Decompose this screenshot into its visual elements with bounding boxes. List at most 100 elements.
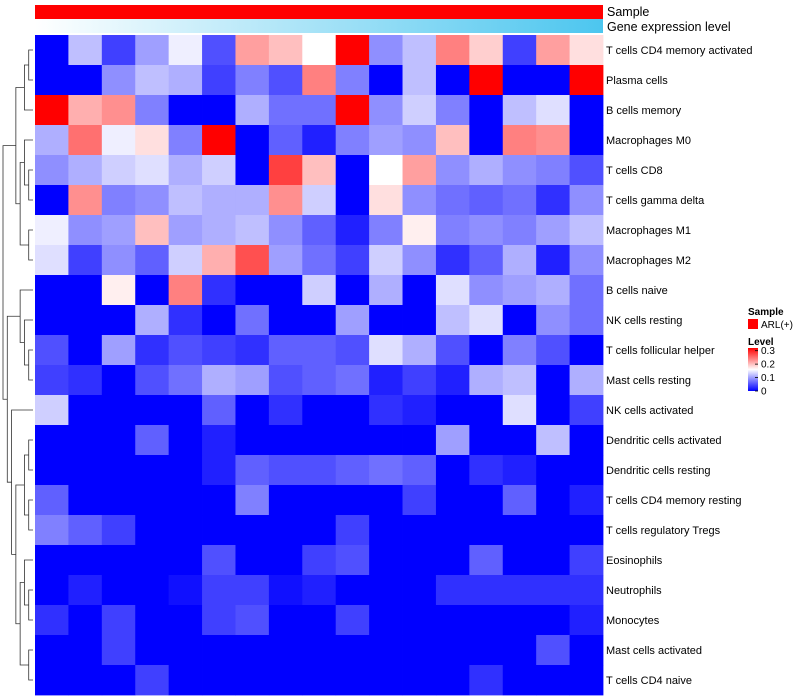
dendrogram-branch: [19, 582, 29, 666]
heatmap-cell: [302, 395, 337, 426]
heatmap-cell: [168, 605, 203, 636]
heatmap-cell: [68, 575, 103, 606]
heatmap-cell: [101, 515, 136, 546]
heatmap-cell: [168, 395, 203, 426]
legend-sample-swatch: [748, 319, 758, 329]
heatmap-cell: [168, 515, 203, 546]
heatmap-cell: [569, 155, 604, 186]
heatmap-cell: [135, 245, 170, 276]
heatmap-cell: [202, 245, 236, 276]
heatmap-cell: [202, 335, 236, 366]
heatmap-cell: [135, 395, 170, 426]
row-label: NK cells resting: [606, 315, 682, 327]
heatmap-cell: [302, 125, 337, 156]
legend-sample-entry: ARL(+): [761, 320, 793, 331]
heatmap-cell: [335, 95, 370, 126]
heatmap-cell: [402, 245, 437, 276]
heatmap-cell: [268, 35, 303, 66]
row-label: T cells CD4 memory activated: [606, 45, 753, 57]
heatmap-cell: [202, 605, 236, 636]
heatmap-cell: [202, 395, 236, 426]
legend-level-tick-label: 0.3: [761, 346, 775, 357]
heatmap-cell: [135, 635, 170, 666]
heatmap-cell: [135, 275, 170, 306]
heatmap-cell: [202, 635, 236, 666]
heatmap-cell: [302, 275, 337, 306]
dendrogram-branch: [28, 589, 33, 621]
heatmap-cell: [435, 305, 470, 336]
heatmap-cell: [435, 335, 470, 366]
row-label: Mast cells resting: [606, 375, 691, 387]
dendrogram-branch: [24, 139, 33, 186]
heatmap-cell: [135, 35, 170, 66]
heatmap-cell: [68, 365, 103, 396]
heatmap-cell: [569, 605, 604, 636]
heatmap-cell: [536, 395, 570, 426]
heatmap-cell: [235, 455, 270, 486]
heatmap-cell: [135, 605, 170, 636]
heatmap-cell: [35, 665, 69, 696]
heatmap-cell: [402, 485, 437, 516]
heatmap-cell: [101, 485, 136, 516]
heatmap-cell: [502, 485, 537, 516]
heatmap-cell: [35, 275, 69, 306]
heatmap-cell: [268, 425, 303, 456]
heatmap-cell: [502, 635, 537, 666]
heatmap-cell: [268, 455, 303, 486]
gene-expression-annotation-bar: [35, 19, 603, 33]
row-label: Eosinophils: [606, 555, 663, 567]
row-label: Macrophages M1: [606, 225, 691, 237]
heatmap-cell: [35, 485, 69, 516]
dendrogram-branch: [11, 409, 33, 555]
heatmap-cell: [569, 515, 604, 546]
heatmap-cell: [202, 155, 236, 186]
heatmap-cell: [335, 275, 370, 306]
heatmap-cell: [469, 485, 504, 516]
heatmap-cell: [268, 215, 303, 246]
sample-annotation-label: Sample: [607, 5, 649, 19]
heatmap-cell: [101, 605, 136, 636]
heatmap-cell: [469, 65, 504, 96]
heatmap-cell: [569, 125, 604, 156]
heatmap-cell: [536, 545, 570, 576]
heatmap-cell: [402, 305, 437, 336]
heatmap-cell: [536, 665, 570, 696]
heatmap-cell: [35, 365, 69, 396]
heatmap-cell: [168, 35, 203, 66]
row-label: Dendritic cells resting: [606, 465, 711, 477]
heatmap-cell: [569, 485, 604, 516]
heatmap-cell: [135, 215, 170, 246]
heatmap-cell: [335, 125, 370, 156]
heatmap-cell: [235, 65, 270, 96]
heatmap-cell: [235, 335, 270, 366]
dendrogram-branch: [28, 649, 33, 681]
legend-level-tick-label: 0: [761, 387, 767, 398]
heatmap-cell: [35, 35, 69, 66]
heatmap-cell: [302, 35, 337, 66]
heatmap-cell: [435, 155, 470, 186]
heatmap-cell: [302, 335, 337, 366]
heatmap-cell: [168, 665, 203, 696]
heatmap-cell: [435, 545, 470, 576]
heatmap-cell: [168, 455, 203, 486]
heatmap-cell: [369, 65, 403, 96]
heatmap-cell: [469, 635, 504, 666]
heatmap-cell: [502, 455, 537, 486]
row-label: B cells naive: [606, 285, 668, 297]
heatmap-cell: [135, 365, 170, 396]
heatmap-cell: [502, 125, 537, 156]
legend-level-ticks: 0.3 0.2 0.1 0: [755, 346, 775, 398]
heatmap-cell: [68, 545, 103, 576]
legend: Sample ARL(+) Level 0.3 0.2 0.1 0: [748, 307, 793, 398]
heatmap-cell: [469, 335, 504, 366]
heatmap-cell: [469, 515, 504, 546]
heatmap-cell: [369, 95, 403, 126]
heatmap-cell: [268, 305, 303, 336]
heatmap-cell: [435, 485, 470, 516]
row-label: T cells regulatory Tregs: [606, 525, 721, 537]
heatmap-cell: [235, 95, 270, 126]
heatmap-cell: [68, 605, 103, 636]
heatmap-cell: [502, 35, 537, 66]
heatmap-cell: [369, 665, 403, 696]
heatmap-cell: [469, 155, 504, 186]
